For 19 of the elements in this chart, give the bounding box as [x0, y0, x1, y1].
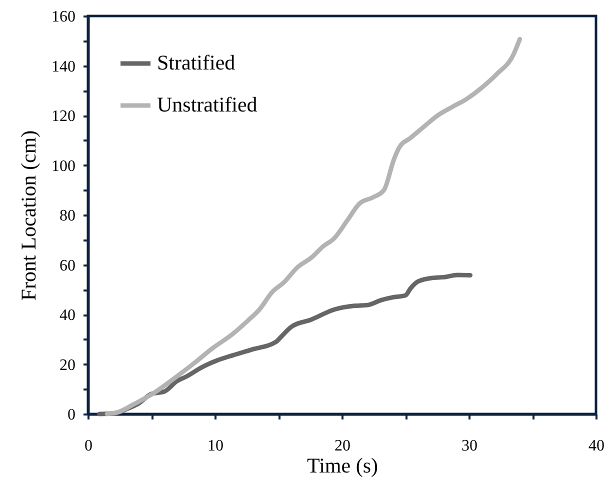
- y-tick-label: 40: [60, 307, 76, 324]
- y-tick-label: 0: [68, 406, 76, 424]
- y-tick-label: 60: [60, 257, 76, 274]
- x-tick-label: 20: [334, 438, 350, 454]
- y-tick-label: 140: [52, 58, 76, 76]
- y-tick-label: 20: [60, 356, 76, 374]
- y-tick-label: 120: [52, 108, 76, 125]
- y-tick-label: 100: [52, 158, 76, 175]
- legend-label: Stratified: [157, 50, 236, 74]
- line-series: [104, 36, 522, 416]
- y-tick-label: 160: [52, 8, 76, 26]
- x-tick-label: 30: [462, 438, 478, 454]
- x-tick-label: 10: [208, 438, 224, 454]
- y-tick-label: 80: [60, 208, 76, 224]
- legend-label: Unstratified: [157, 92, 258, 116]
- x-axis-title: Time (s): [307, 454, 378, 478]
- y-axis-title: Front Location (cm): [16, 130, 40, 301]
- x-tick-label: 0: [84, 438, 92, 454]
- x-tick-label: 40: [588, 438, 604, 454]
